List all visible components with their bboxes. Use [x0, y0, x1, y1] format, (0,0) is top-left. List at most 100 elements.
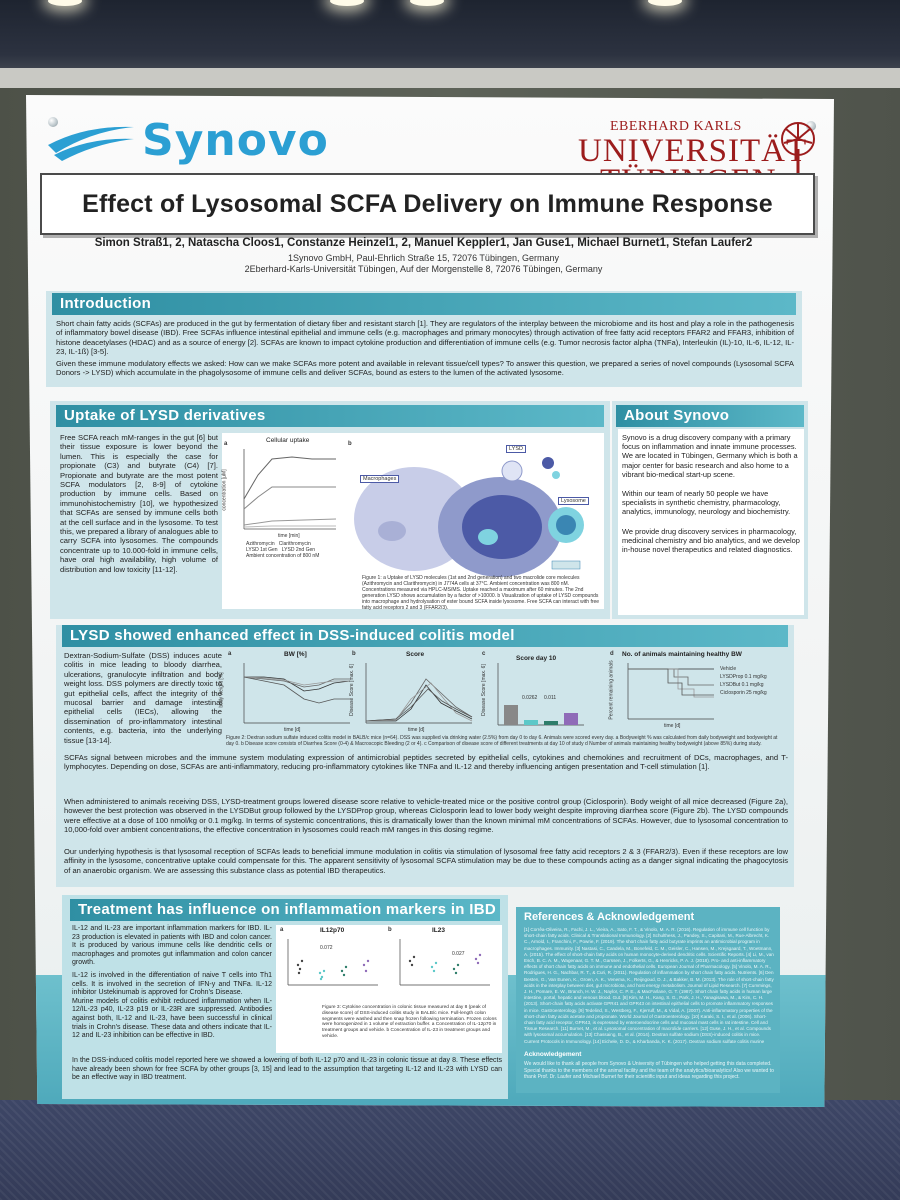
- figure-1a-label: a: [224, 441, 228, 447]
- about-paragraph-4: We provide drug discovery services in ph…: [622, 526, 800, 555]
- bw-chart-title: BW [%]: [284, 651, 307, 658]
- dss-heading: LYSD showed enhanced effect in DSS-induc…: [62, 625, 788, 647]
- uptake-text: Free SCFA reach mM-ranges in the gut [6]…: [60, 433, 218, 574]
- references-box: [516, 907, 780, 1093]
- about-text: Synovo is a drug discovery company with …: [622, 433, 802, 554]
- acknowledgement-text: We would like to thank all people from S…: [524, 1061, 774, 1080]
- bw-x-axis-label: time [d]: [284, 727, 301, 733]
- lysd-2nd-gen-line: [243, 456, 336, 500]
- legend-ambient-note: Ambient concentration of 800 nM: [246, 553, 320, 559]
- macrophages-label: Macrophages: [360, 475, 400, 483]
- il23-pvalue: 0.027: [452, 951, 465, 957]
- legend-ciclosporin: Ciclosporin 25 mg/kg: [720, 690, 767, 696]
- legend-clarithromycin: Clarithromycin: [278, 541, 311, 547]
- macrophage-illustration: [354, 457, 584, 577]
- healthy-bw-title: No. of animals maintaining healthy BW: [622, 651, 742, 658]
- figure-1b-label: b: [348, 441, 352, 447]
- about-panel: [618, 429, 804, 615]
- legend-lysd-1st: LYSD 1st Gen: [246, 547, 278, 553]
- synovo-logo: Synovo: [46, 115, 329, 166]
- il23-dot-plot: [399, 939, 490, 986]
- affiliation-1: 1Synovo GmbH, Paul-Ehrlich Straße 15, 72…: [288, 253, 559, 263]
- acknowledgement-heading: Acknowledgement: [524, 1051, 582, 1058]
- author-list: Simon Straß1, 2, Natascha Cloos1, Consta…: [94, 237, 753, 249]
- figure-2-caption: Figure 2: Dextran sodium sulfate induced…: [226, 735, 778, 747]
- treatment-paragraph-4: In the DSS-induced colitis model reporte…: [72, 1057, 502, 1082]
- bodyweight-chart: [243, 663, 351, 724]
- legend-azithromycin: Azithromycin: [246, 541, 275, 547]
- disease-score-chart: [365, 663, 473, 724]
- university-line1: EBERHARD KARLS: [610, 119, 742, 134]
- il12-chart-title: IL12p70: [320, 927, 345, 934]
- healthy-bw-x-axis-label: time [d]: [664, 723, 681, 729]
- university-line2: UNIVERSITÄT: [578, 133, 808, 169]
- score-chart-title: Score: [406, 651, 425, 658]
- lysd-label: LYSD: [506, 445, 526, 453]
- pin-icon: [48, 117, 58, 127]
- score-day10-bar-chart: [497, 663, 584, 726]
- clarithromycin-line: [243, 525, 336, 528]
- score-x-axis-label: time [d]: [408, 727, 425, 733]
- il12-pvalue: 0.072: [320, 945, 333, 951]
- introduction-paragraph-2: Given these immune modulatory effects we…: [56, 358, 794, 378]
- lysdprop-bar: [524, 720, 538, 725]
- treatment-text: IL-12 and IL-23 are important inflammati…: [72, 925, 272, 1041]
- ceiling-lamp: [48, 0, 82, 6]
- synovo-wordmark: Synovo: [142, 115, 329, 166]
- legend-vehicle: Vehicle: [720, 666, 737, 672]
- about-paragraph-3: Within our team of nearly 50 people we h…: [622, 489, 791, 517]
- dss-figure: a BW [%] body weight [%] time [d] b Scor…: [219, 651, 786, 751]
- pin-icon: [806, 121, 816, 131]
- references-heading: References & Acknowledgement: [524, 911, 695, 923]
- pvalue-lysdbut: 0.011: [544, 695, 557, 701]
- figure-2b-label: b: [352, 651, 356, 657]
- about-heading: About Synovo: [616, 405, 804, 427]
- il23-chart-title: IL23: [432, 927, 446, 934]
- dss-legend: Vehicle LYSDProp 0.1 mg/kg LYSDBut 0.1 m…: [720, 665, 786, 697]
- title-box: Effect of Lysosomal SCFA Delivery on Imm…: [40, 173, 815, 235]
- ciclosporin-bar: [564, 713, 578, 725]
- ceiling-lamp: [648, 0, 682, 6]
- ceiling: [0, 0, 900, 78]
- figure-3b-label: b: [388, 927, 392, 933]
- uptake-y-axis-label: concentration [µM]: [221, 469, 228, 511]
- treatment-paragraph-3: Murine models of colitis exhibit reduced…: [72, 997, 272, 1040]
- dss-text-3: When administered to animals receiving D…: [64, 797, 788, 835]
- bw-y-axis-label: body weight [%]: [218, 672, 225, 708]
- synovo-swoosh-icon: [48, 126, 134, 161]
- lysdbut-bar: [544, 721, 558, 725]
- dss-text-4: Our underlying hypothesis is that lysoso…: [64, 847, 788, 875]
- introduction-heading: Introduction: [52, 293, 796, 315]
- azithromycin-line: [243, 518, 337, 526]
- introduction-paragraph-1: Short chain fatty acids (SCFAs) are prod…: [56, 319, 794, 357]
- figure-1-caption: Figure 1: a Uptake of LYSD molecules (1s…: [362, 575, 600, 611]
- uptake-chart-title: Cellular uptake: [266, 437, 310, 444]
- carpet-floor: [0, 1100, 900, 1200]
- dss-text-2: SCFAs signal between microbes and the im…: [64, 753, 788, 772]
- il12-dot-plot: [287, 939, 378, 986]
- uptake-x-axis-label: time [min]: [278, 533, 300, 539]
- ceiling-lamp: [410, 0, 444, 6]
- figure-3a-label: a: [280, 927, 284, 933]
- uptake-line-chart: [243, 449, 337, 530]
- figure-2c-label: c: [482, 651, 486, 657]
- uptake-legend: Azithromycin Clarithromycin LYSD 1st Gen…: [246, 541, 346, 559]
- lysosome-label: Lysosome: [558, 497, 589, 505]
- treatment-paragraph-1: IL-12 and IL-23 are important inflammati…: [72, 925, 272, 967]
- vehicle-bar: [504, 705, 518, 725]
- treatment-paragraph-2: IL-12 is involved in the differentiation…: [72, 971, 272, 997]
- introduction-text: Short chain fatty acids (SCFAs) are prod…: [56, 319, 794, 379]
- poster-title: Effect of Lysosomal SCFA Delivery on Imm…: [82, 190, 773, 218]
- pvalue-lysdprop: 0.0262: [522, 695, 538, 701]
- authors-block: Simon Straß1, 2, Natascha Cloos1, Consta…: [36, 237, 811, 275]
- figure-2a-label: a: [228, 651, 232, 657]
- legend-lysd-2nd: LYSD 2nd Gen: [281, 547, 316, 553]
- ceiling-lamp: [330, 0, 364, 6]
- legend-lysdbut: LYSDBut 0.1 mg/kg: [720, 682, 764, 688]
- about-paragraph-1: Synovo is a drug discovery company with …: [622, 433, 797, 452]
- figure-2d-label: d: [610, 651, 614, 657]
- figure-3-caption: Figure 3: Cytokine concentration in colo…: [322, 1005, 497, 1039]
- score-y-axis-label: Disease Score [max. 6]: [348, 664, 355, 716]
- score-day10-title: Score day 10: [516, 655, 557, 662]
- dss-text-1: Dextran-Sodium-Sulfate (DSS) induces acu…: [64, 651, 222, 745]
